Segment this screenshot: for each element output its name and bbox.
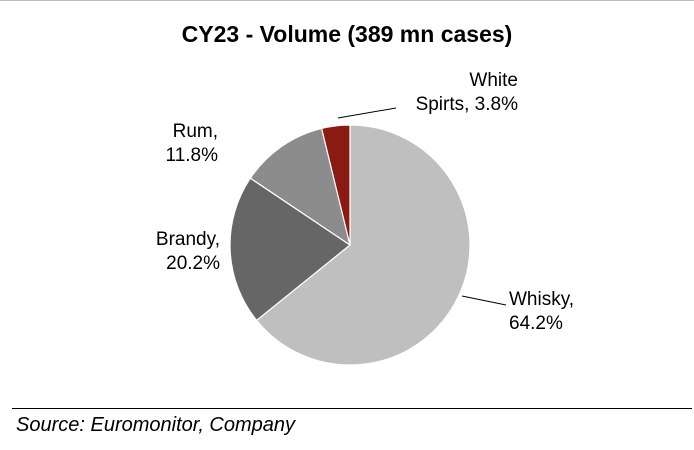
- leader-lines: [337, 107, 507, 306]
- pie-slice-white-spirts: [321, 124, 351, 246]
- slice-label-whisky: Whisky, 64.2%: [509, 289, 574, 334]
- pie-slice-whisky: [255, 124, 471, 366]
- chart-title: CY23 - Volume (389 mn cases): [182, 21, 513, 47]
- slice-label-white-spirts: White Spirts, 3.8%: [416, 70, 519, 115]
- pie-slice-brandy: [229, 177, 351, 321]
- leader-line-whisky: [461, 295, 507, 306]
- pie-chart: CY23 - Volume (389 mn cases) Whisky, 64.2…: [156, 21, 574, 366]
- source-note: Source: Euromonitor, Company: [16, 414, 296, 436]
- source-divider: [12, 408, 692, 409]
- slice-labels: Whisky, 64.2% Brandy, 20.2% Rum, 11.8% White Sp…: [156, 70, 574, 334]
- pie-slices: [229, 124, 471, 366]
- top-border-rule: [0, 0, 694, 1]
- slice-label-brandy: Brandy, 20.2%: [156, 229, 220, 274]
- slice-label-rum: Rum, 11.8%: [166, 121, 219, 166]
- pie-slice-rum: [249, 127, 351, 246]
- leader-line-white-spirts: [337, 107, 397, 119]
